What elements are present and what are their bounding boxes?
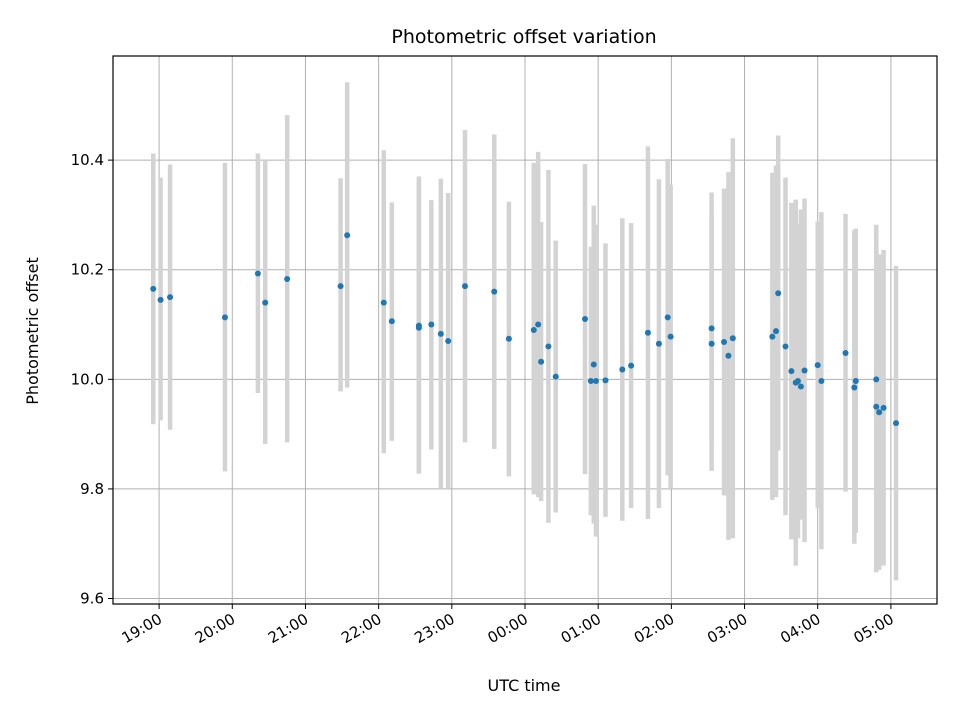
data-point [602, 377, 609, 384]
data-point [851, 384, 858, 391]
data-point [788, 368, 795, 375]
data-point [729, 335, 736, 342]
data-point [535, 321, 542, 328]
y-tick-label: 10.2 [71, 261, 104, 279]
data-point [505, 335, 512, 342]
data-point [782, 343, 789, 350]
data-point [582, 316, 589, 323]
data-point [491, 288, 498, 295]
data-points [150, 232, 900, 427]
data-point [873, 403, 880, 410]
data-point [876, 409, 883, 416]
data-point [797, 383, 804, 390]
data-point [725, 352, 732, 359]
data-point [592, 377, 599, 384]
data-point [157, 296, 164, 303]
data-point [221, 314, 228, 321]
data-point [814, 362, 821, 369]
data-point [344, 232, 351, 239]
data-point [530, 327, 537, 333]
data-point [150, 285, 157, 292]
data-point [873, 376, 880, 383]
y-tick-label: 10.0 [71, 370, 104, 388]
data-point [284, 276, 291, 283]
data-point [773, 328, 780, 335]
data-point [628, 362, 635, 369]
data-point [545, 343, 552, 350]
data-point [590, 361, 597, 368]
x-axis-label: UTC time [488, 676, 561, 695]
data-point [818, 377, 825, 384]
data-point [437, 330, 444, 337]
data-point [337, 283, 344, 290]
data-point [664, 314, 671, 321]
chart-title: Photometric offset variation [391, 26, 656, 48]
data-point [262, 299, 269, 306]
data-point [587, 377, 594, 384]
y-tick-label: 9.6 [80, 590, 104, 608]
y-tick-label: 10.4 [71, 151, 104, 169]
data-point [708, 340, 715, 347]
data-point [644, 329, 651, 336]
data-point [852, 377, 859, 384]
data-point [775, 290, 782, 297]
data-point [254, 270, 261, 277]
data-point [167, 294, 174, 301]
y-axis-label: Photometric offset [23, 257, 42, 405]
data-point [794, 377, 801, 384]
data-point [428, 321, 435, 328]
y-axis: 9.6 9.8 10.0 10.2 10.4 [71, 151, 113, 608]
data-point [619, 366, 626, 373]
y-tick-label: 9.8 [80, 480, 104, 498]
data-point [708, 325, 715, 332]
data-point [415, 324, 422, 331]
data-point [461, 283, 468, 290]
data-point [893, 420, 900, 427]
data-point [801, 367, 808, 374]
data-point [655, 340, 662, 347]
data-point [721, 339, 728, 346]
data-point [538, 358, 545, 365]
data-point [769, 333, 776, 340]
data-point [388, 318, 395, 325]
data-point [667, 333, 674, 340]
data-point [445, 337, 452, 344]
data-point [380, 299, 387, 306]
data-point [552, 373, 559, 380]
data-point [880, 404, 887, 411]
data-point [842, 350, 849, 357]
